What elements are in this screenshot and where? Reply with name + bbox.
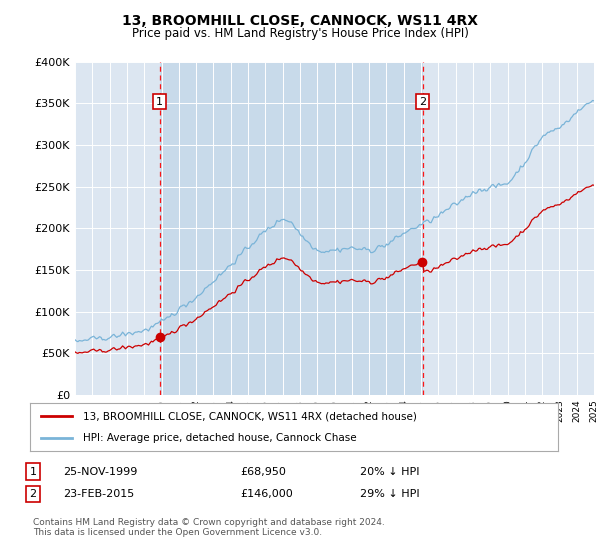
Bar (160, 62, 423, 395)
Text: £68,950: £68,950 (240, 466, 286, 477)
Text: Contains HM Land Registry data © Crown copyright and database right 2024.
This d: Contains HM Land Registry data © Crown c… (33, 518, 385, 538)
Text: 29% ↓ HPI: 29% ↓ HPI (360, 489, 419, 499)
Text: 20% ↓ HPI: 20% ↓ HPI (360, 466, 419, 477)
Text: 1: 1 (29, 466, 37, 477)
Text: 1: 1 (156, 96, 163, 106)
Text: 23-FEB-2015: 23-FEB-2015 (63, 489, 134, 499)
Text: HPI: Average price, detached house, Cannock Chase: HPI: Average price, detached house, Cann… (83, 433, 356, 443)
Text: Price paid vs. HM Land Registry's House Price Index (HPI): Price paid vs. HM Land Registry's House … (131, 27, 469, 40)
Text: £146,000: £146,000 (240, 489, 293, 499)
Text: 2: 2 (419, 96, 426, 106)
Text: 13, BROOMHILL CLOSE, CANNOCK, WS11 4RX (detached house): 13, BROOMHILL CLOSE, CANNOCK, WS11 4RX (… (83, 411, 416, 421)
Text: 2: 2 (29, 489, 37, 499)
Text: 13, BROOMHILL CLOSE, CANNOCK, WS11 4RX: 13, BROOMHILL CLOSE, CANNOCK, WS11 4RX (122, 14, 478, 28)
Text: 25-NOV-1999: 25-NOV-1999 (63, 466, 137, 477)
